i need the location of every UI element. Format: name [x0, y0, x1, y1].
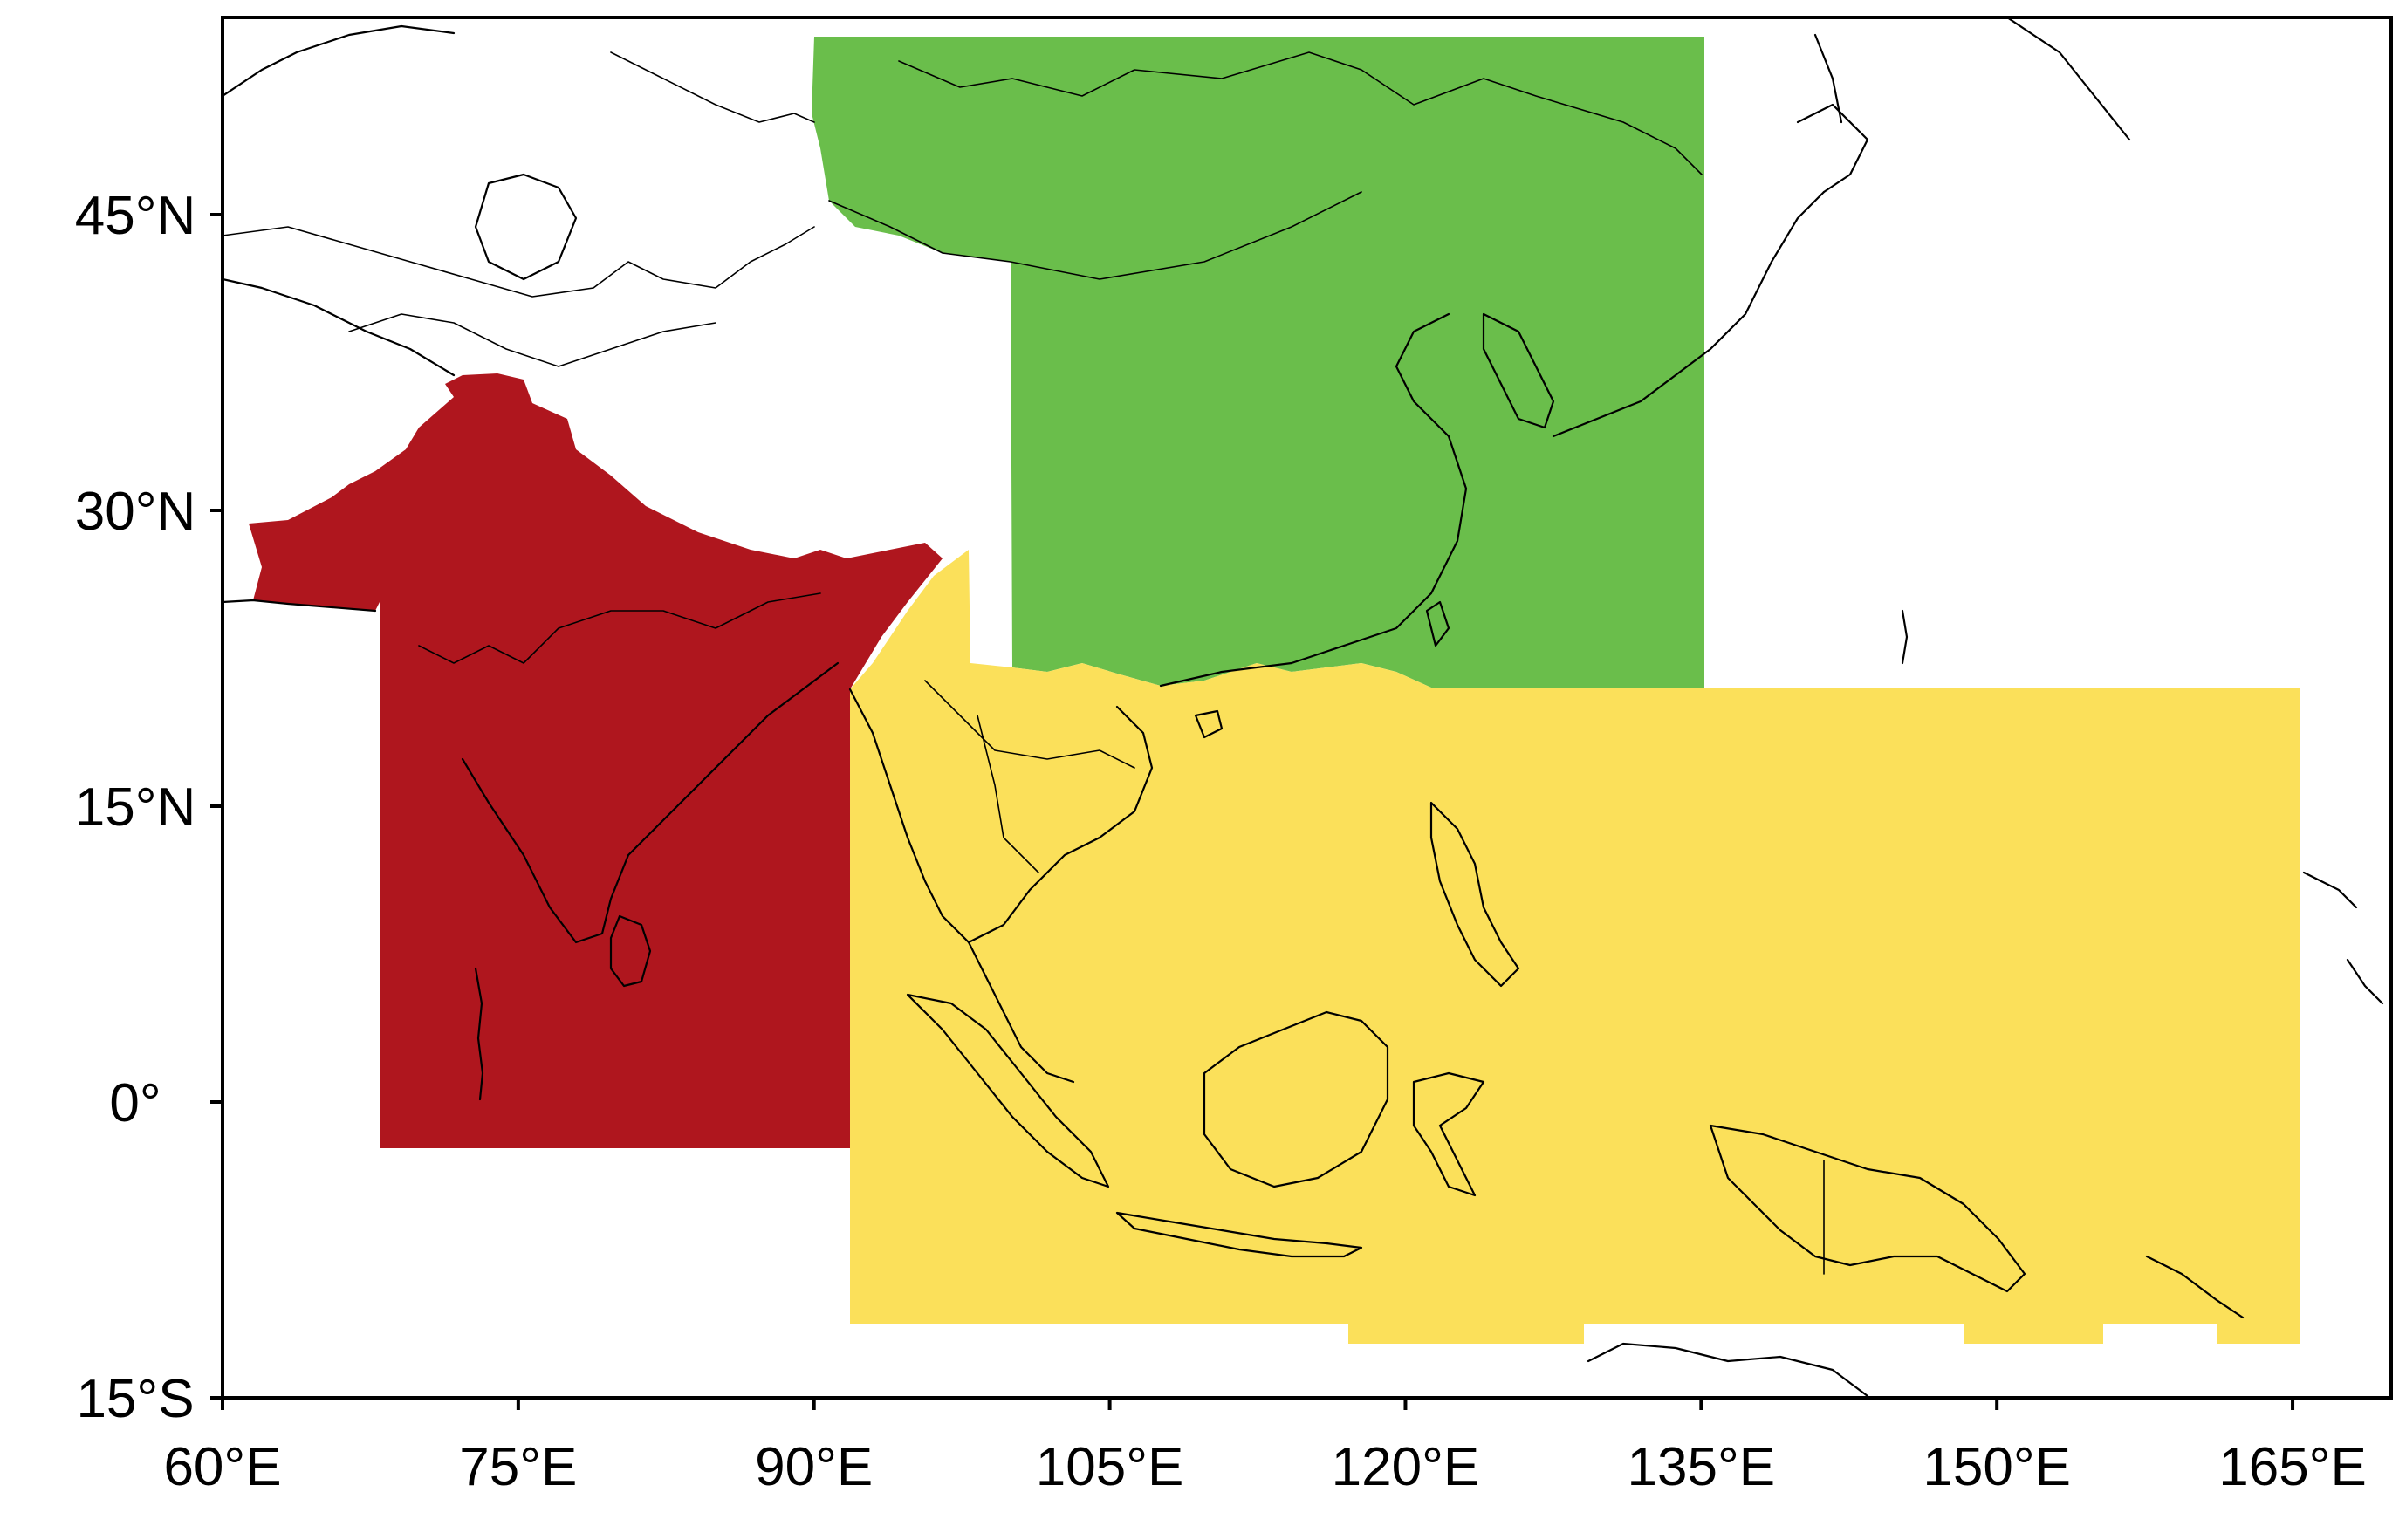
y-axis: 45°N 30°N 15°N 0° 15°S [75, 186, 223, 1429]
x-tick-label: 60°E [163, 1437, 281, 1497]
y-tick-label: 30°N [75, 482, 196, 542]
x-axis: 60°E 75°E 90°E 105°E 120°E 135°E 150°E 165°E [163, 1398, 2367, 1497]
y-tick-label: 0° [109, 1073, 161, 1133]
y-tick-label: 15°N [75, 777, 196, 838]
x-tick-label: 90°E [755, 1437, 873, 1497]
region-south-asia-red [249, 373, 943, 1148]
plot-area [223, 17, 2391, 1398]
x-tick-label: 120°E [1332, 1437, 1480, 1497]
coastlines [223, 17, 2384, 1398]
y-tick-label: 15°S [76, 1369, 194, 1429]
y-tick-label: 45°N [75, 186, 196, 246]
x-tick-label: 105°E [1036, 1437, 1184, 1497]
x-tick-label: 165°E [2218, 1437, 2367, 1497]
x-tick-label: 135°E [1628, 1437, 1776, 1497]
x-tick-label: 75°E [459, 1437, 577, 1497]
x-tick-label: 150°E [1923, 1437, 2071, 1497]
map-frame [221, 16, 2393, 1400]
region-east-asia-green [812, 37, 1704, 688]
